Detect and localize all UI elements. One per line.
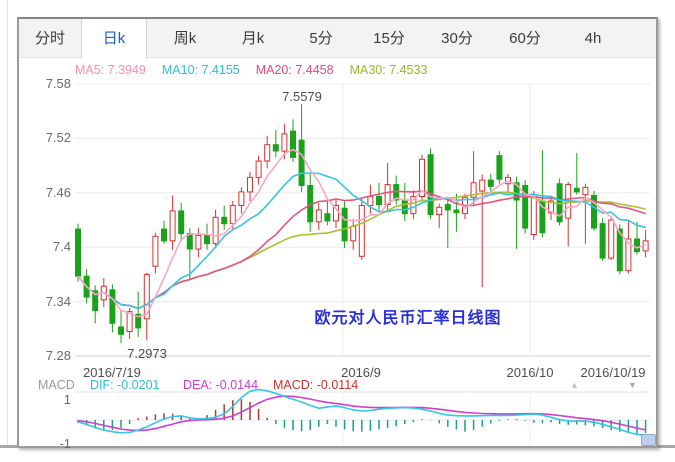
y-axis-label: 7.28 — [45, 348, 71, 363]
ma5-label: MA5: 7.3949 — [75, 63, 146, 77]
period-tab-7[interactable]: 30分 — [441, 30, 473, 47]
x-axis-label: 2016/7/19 — [83, 365, 141, 380]
dea-value-label: DEA: -0.0144 — [183, 378, 259, 392]
period-tab-6[interactable]: 15分 — [373, 30, 405, 47]
kline-chart-widget: 分时 日k 周k 月k 5分 15分 30分 60分 4h MA5: 7.3949 MA10: 7… — [17, 17, 658, 451]
dif-value-label: DIF: -0.0201 — [90, 378, 160, 392]
macd-period-label: MACD — [38, 378, 75, 392]
x-axis-label: 2016/10 — [506, 365, 554, 380]
ma30-label: MA30: 7.4533 — [349, 63, 428, 77]
period-tab-2[interactable]: 日k — [81, 19, 147, 59]
y-axis-label: 7.52 — [45, 130, 71, 146]
macd-value-label: MACD: -0.0114 — [273, 378, 359, 392]
period-tab-9[interactable]: 4h — [584, 30, 602, 47]
y-axis-label: 7.58 — [45, 76, 71, 91]
y-axis-label: 7.46 — [45, 184, 71, 200]
high-annotation: 7.5579 — [282, 89, 322, 104]
ma-indicator-row: MA5: 7.3949 MA10: 7.4155 MA20: 7.4458 MA30:… — [75, 63, 427, 77]
period-tab-1[interactable]: 分时 — [34, 30, 65, 47]
ma10-label: MA10: 7.4155 — [161, 63, 240, 77]
period-tabbar: 分时 日k 周k 月k 5分 15分 30分 60分 4h — [19, 19, 656, 59]
x-axis-label: 2016/9 — [341, 365, 381, 380]
low-annotation: 7.2973 — [127, 346, 167, 361]
ma20-label: MA20: 7.4458 — [255, 63, 334, 77]
chart-canvas[interactable] — [19, 19, 656, 446]
chart-watermark-title: 欧元对人民币汇率日线图 — [314, 310, 502, 327]
macd-y-axis-label-bottom: -1 — [59, 436, 71, 451]
period-tab-5[interactable]: 5分 — [309, 30, 333, 47]
chart-scroll-up-icon[interactable]: ▲ — [570, 380, 579, 390]
period-tab-8[interactable]: 60分 — [509, 30, 541, 47]
period-tab-4[interactable]: 月k — [241, 30, 265, 47]
chart-scroll-down-icon[interactable]: ▼ — [628, 380, 637, 390]
period-tab-3[interactable]: 周k — [173, 30, 197, 47]
macd-y-axis-label-top: 1 — [63, 392, 71, 407]
y-axis-label: 7.4 — [52, 239, 71, 255]
x-axis-label: 2016/10/19 — [580, 365, 646, 380]
scrollbar-thumb[interactable] — [641, 434, 656, 446]
page-left-divider — [7, 0, 8, 445]
y-axis-label: 7.34 — [45, 293, 71, 309]
